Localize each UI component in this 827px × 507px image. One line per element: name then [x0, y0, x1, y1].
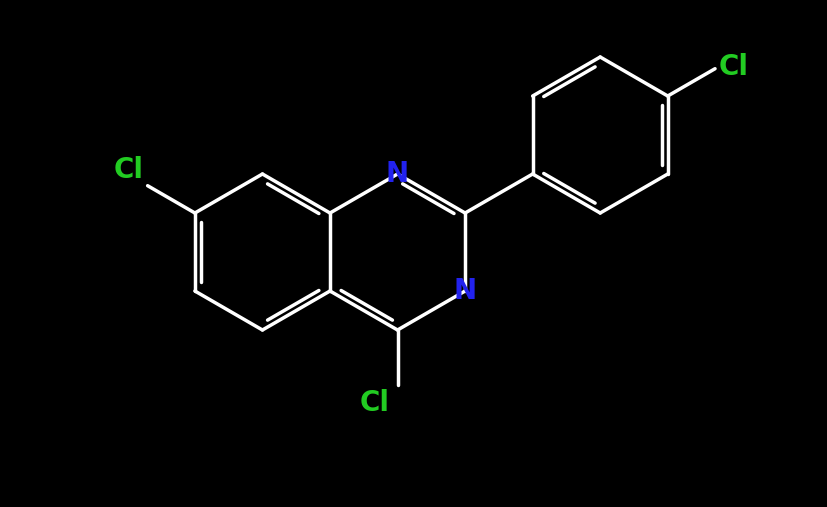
Text: N: N	[453, 277, 476, 305]
Text: Cl: Cl	[113, 156, 144, 184]
Text: N: N	[386, 160, 409, 188]
Text: Cl: Cl	[360, 388, 390, 417]
Text: Cl: Cl	[719, 53, 749, 81]
